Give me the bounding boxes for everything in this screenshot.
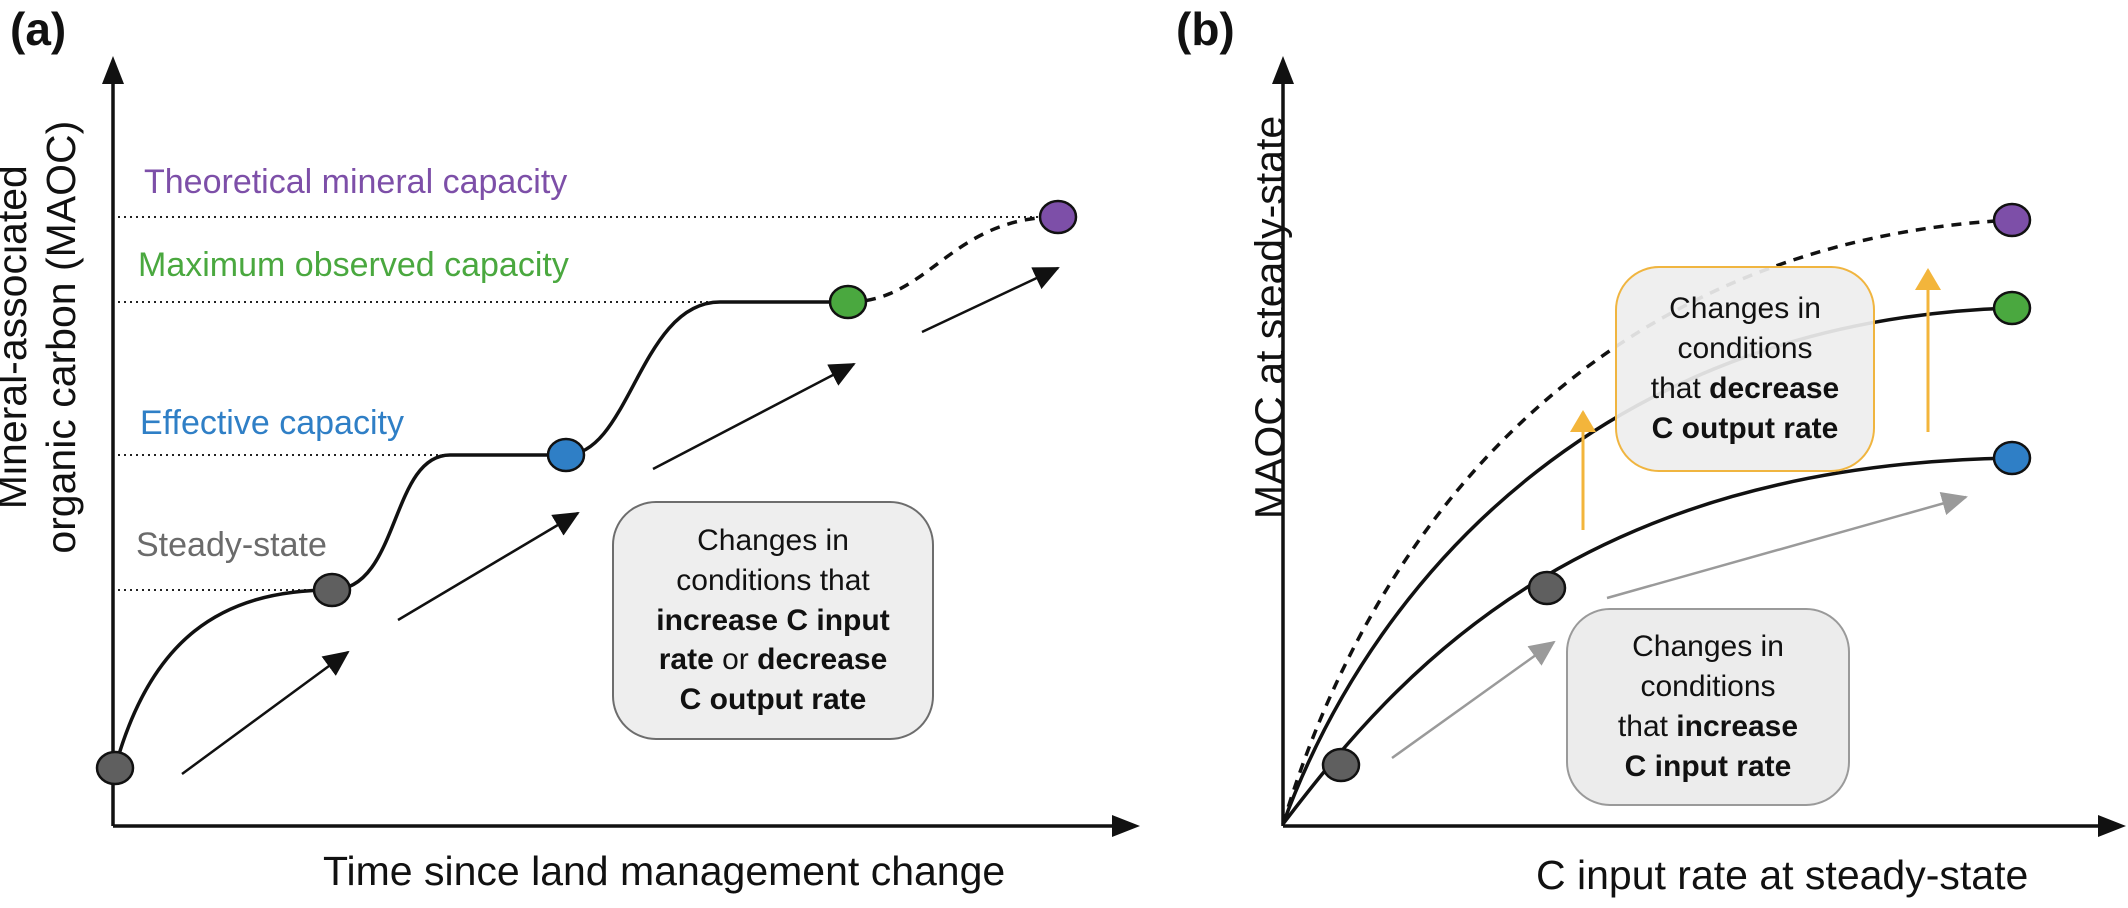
panel-b-y-axis-arrowhead (1272, 56, 1294, 84)
box-a-line5: C output rate (679, 683, 867, 717)
trend-arrow-3 (652, 362, 856, 471)
box-b1-line3-bold: decrease (1709, 372, 1840, 405)
b-theoretical-capacity-node (1992, 202, 2032, 238)
input-arrow-2 (1606, 491, 1968, 600)
box-a-line1: Changes in (697, 523, 849, 557)
panel-a-y-axis-title-line1: Mineral-associated (0, 165, 35, 510)
box-b1-line2: conditions (1677, 332, 1813, 366)
panel-a-y-axis-arrowhead (102, 56, 124, 84)
panel-a-y-axis-title-line2: organic carbon (MAOC) (38, 120, 84, 554)
box-a-line4-bold: rate (658, 643, 714, 677)
theoretical-capacity-label: Theoretical mineral capacity (144, 163, 568, 201)
panel-b-x-axis-title: C input rate at steady-state (1536, 852, 2029, 898)
box-a-line4-bold2: decrease (757, 643, 888, 677)
maximum-capacity-node (828, 284, 868, 320)
maximum-capacity-label: Maximum observed capacity (138, 246, 569, 284)
start-node (95, 750, 135, 786)
panel-b-input-box: Changes in conditions that increase C in… (1566, 608, 1850, 806)
box-b2-line3-normal: that (1617, 710, 1677, 743)
b-effective-capacity-node (1992, 440, 2032, 476)
effective-capacity-node (546, 437, 586, 473)
box-a-line4-normal: or (713, 643, 758, 677)
panel-a-x-axis-arrowhead (1112, 815, 1140, 837)
steady-state-node (312, 572, 352, 608)
effective-capacity-label: Effective capacity (140, 404, 404, 442)
input-arrow-1 (1391, 640, 1556, 760)
panel-a-y-axis-title: Mineral-associated organic carbon (MAOC) (0, 97, 86, 577)
trend-arrow-2 (397, 511, 580, 622)
panel-b-theoretical-curve (1281, 218, 2013, 825)
box-b2-line1: Changes in (1632, 630, 1784, 664)
box-b2-line4: C input rate (1624, 749, 1792, 783)
panel-a-maoc-trajectory (113, 300, 848, 769)
b-start-node (1321, 747, 1361, 783)
box-a-line2: conditions that (676, 563, 870, 597)
trend-arrow-1 (181, 650, 350, 776)
panel-b-x-axis-arrowhead (2098, 815, 2126, 837)
theoretical-capacity-node (1038, 199, 1078, 235)
steady-state-label: Steady-state (136, 526, 327, 564)
panel-b-y-axis-title: MAOC at steady-state (1246, 115, 1293, 520)
b-maximum-capacity-node (1992, 290, 2032, 326)
box-b2-line2: conditions (1640, 670, 1776, 704)
box-a-line3: increase C input (656, 603, 890, 637)
panel-a-trend-arrows (181, 266, 1060, 776)
panel-a-x-axis-title: Time since land management change (323, 848, 1006, 894)
trend-arrow-4 (921, 266, 1060, 334)
panel-b-nodes (1321, 202, 2032, 783)
box-b1-line4: C output rate (1651, 411, 1839, 445)
panel-b-label: (b) (1176, 3, 1235, 55)
panel-b-axes (1272, 56, 2126, 837)
panel-a-conditions-box: Changes in conditions that increase C in… (612, 501, 934, 740)
panel-a-nodes (95, 199, 1078, 786)
panel-a-theoretical-trajectory (847, 215, 1059, 304)
panel-a-label: (a) (10, 3, 67, 55)
box-b1-line1: Changes in (1669, 292, 1821, 326)
box-b2-line3-bold: increase (1676, 710, 1799, 743)
panel-b-input-arrows (1391, 491, 1968, 760)
box-b1-line3-normal: that (1650, 372, 1710, 405)
panel-a-axes (102, 56, 1140, 837)
panel-b-output-arrows (1570, 268, 1941, 530)
b-steady-state-node (1527, 570, 1567, 606)
panel-b-output-box: Changes in conditions that decrease C ou… (1615, 266, 1875, 472)
